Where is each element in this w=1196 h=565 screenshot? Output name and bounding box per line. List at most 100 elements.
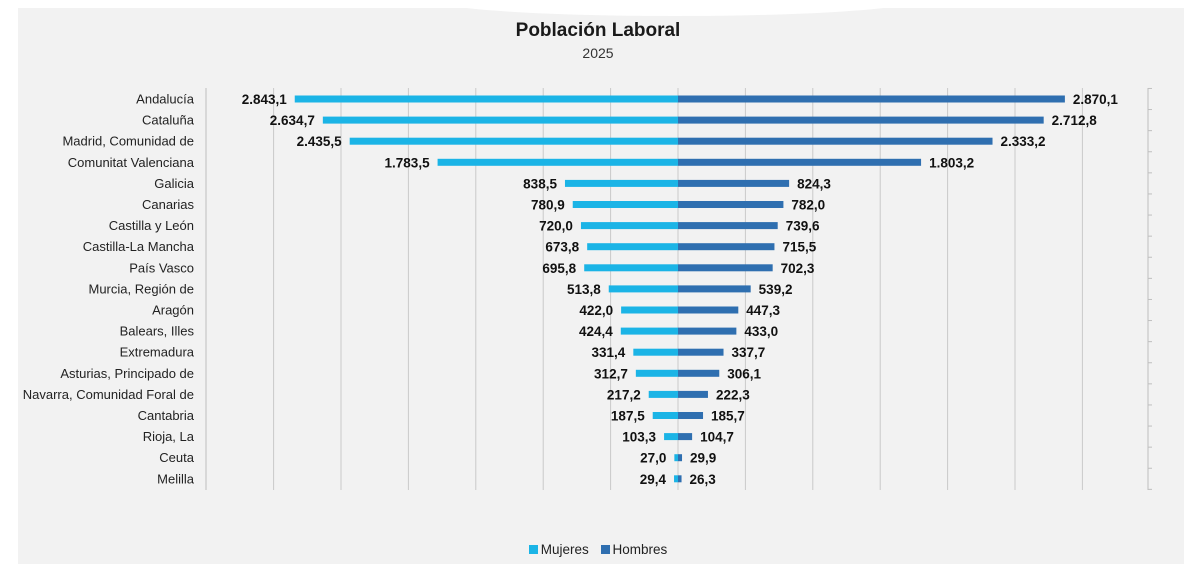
bar-hombres xyxy=(678,327,737,335)
data-label-mujeres: 217,2 xyxy=(607,387,641,402)
data-label-hombres: 104,7 xyxy=(700,430,734,445)
bar-mujeres xyxy=(322,116,678,124)
data-label-mujeres: 422,0 xyxy=(579,303,613,318)
chart-legend: Mujeres Hombres xyxy=(0,542,1196,557)
data-label-mujeres: 187,5 xyxy=(611,409,645,424)
data-label-mujeres: 312,7 xyxy=(594,366,628,381)
data-label-mujeres: 2.435,5 xyxy=(297,134,343,149)
bar-hombres xyxy=(678,390,708,398)
chart-title: Población Laboral xyxy=(515,20,681,41)
data-label-hombres: 447,3 xyxy=(746,303,780,318)
bar-mujeres xyxy=(674,475,678,483)
category-label: Asturias, Principado de xyxy=(60,366,194,381)
data-label-hombres: 715,5 xyxy=(782,240,816,255)
data-label-hombres: 2.333,2 xyxy=(1001,134,1046,149)
category-label: Canarias xyxy=(142,197,195,212)
data-label-mujeres: 780,9 xyxy=(531,198,565,213)
bar-mujeres xyxy=(652,412,678,419)
data-label-hombres: 306,1 xyxy=(727,366,761,381)
data-label-mujeres: 2.843,1 xyxy=(242,92,288,107)
legend-item-mujeres: Mujeres xyxy=(528,542,589,557)
data-label-hombres: 29,9 xyxy=(690,451,716,466)
bar-hombres xyxy=(678,116,1044,124)
category-label: Aragón xyxy=(152,303,194,318)
category-label: Castilla-La Mancha xyxy=(83,239,195,254)
bar-hombres xyxy=(678,201,784,208)
bar-hombres xyxy=(678,222,778,230)
category-label: Cantabria xyxy=(138,408,195,423)
bar-mujeres xyxy=(633,348,678,356)
data-label-mujeres: 331,4 xyxy=(592,345,626,360)
legend-swatch-hombres xyxy=(600,545,610,554)
bar-hombres xyxy=(678,369,720,377)
bar-mujeres xyxy=(621,306,678,314)
bar-hombres xyxy=(678,433,693,441)
bar-mujeres xyxy=(437,158,678,166)
decorative-arc xyxy=(440,0,910,16)
category-label: Extremadura xyxy=(120,345,195,360)
bar-mujeres xyxy=(349,137,678,145)
category-label: Madrid, Comunidad de xyxy=(62,134,194,149)
data-label-hombres: 222,3 xyxy=(716,387,750,402)
data-label-hombres: 739,6 xyxy=(786,219,820,234)
chart-subtitle: 2025 xyxy=(582,45,614,61)
data-label-mujeres: 838,5 xyxy=(523,176,557,191)
category-label: Galicia xyxy=(154,176,195,191)
data-label-mujeres: 27,0 xyxy=(640,451,666,466)
data-label-hombres: 2.870,1 xyxy=(1073,92,1119,107)
data-label-hombres: 26,3 xyxy=(690,472,717,487)
bar-hombres xyxy=(678,412,704,419)
data-label-hombres: 1.803,2 xyxy=(929,155,974,170)
data-label-mujeres: 29,4 xyxy=(640,472,667,487)
bar-mujeres xyxy=(620,327,678,335)
bar-mujeres xyxy=(635,369,678,377)
data-label-mujeres: 424,4 xyxy=(579,324,613,339)
bar-hombres xyxy=(678,179,790,187)
bar-mujeres xyxy=(584,264,678,272)
bar-hombres xyxy=(678,158,922,166)
category-label: Melilla xyxy=(157,471,195,486)
category-label: Balears, Illes xyxy=(120,324,195,339)
legend-label-mujeres: Mujeres xyxy=(540,542,589,557)
data-label-mujeres: 673,8 xyxy=(545,240,579,255)
bar-hombres xyxy=(678,475,682,483)
category-label: País Vasco xyxy=(129,260,194,275)
data-label-mujeres: 1.783,5 xyxy=(385,155,431,170)
bar-mujeres xyxy=(664,433,678,441)
bar-hombres xyxy=(678,285,751,293)
bar-mujeres xyxy=(674,454,678,462)
bar-hombres xyxy=(678,95,1065,103)
category-label: Ceuta xyxy=(159,450,194,465)
data-label-hombres: 2.712,8 xyxy=(1052,113,1098,128)
data-label-mujeres: 513,8 xyxy=(567,282,601,297)
bar-mujeres xyxy=(648,390,678,398)
legend-swatch-mujeres xyxy=(528,545,538,554)
bar-hombres xyxy=(678,454,683,462)
category-label: Rioja, La xyxy=(143,429,195,444)
bar-mujeres xyxy=(294,95,678,103)
data-label-hombres: 782,0 xyxy=(791,198,825,213)
category-label: Murcia, Región de xyxy=(89,281,195,296)
bar-mujeres xyxy=(608,285,678,293)
category-label: Cataluña xyxy=(142,113,195,128)
bar-hombres xyxy=(678,264,773,272)
bar-hombres xyxy=(678,137,993,145)
legend-label-hombres: Hombres xyxy=(612,542,668,557)
bar-mujeres xyxy=(587,243,678,251)
category-label: Castilla y León xyxy=(109,218,194,233)
data-label-hombres: 702,3 xyxy=(781,261,815,276)
bar-hombres xyxy=(678,348,724,356)
bar-mujeres xyxy=(580,222,678,230)
data-label-hombres: 433,0 xyxy=(744,324,778,339)
legend-item-hombres: Hombres xyxy=(600,542,668,557)
data-label-mujeres: 2.634,7 xyxy=(270,113,315,128)
category-label: Andalucía xyxy=(136,92,195,107)
bar-mujeres xyxy=(572,201,678,208)
data-label-hombres: 539,2 xyxy=(759,282,793,297)
bar-hombres xyxy=(678,306,739,314)
data-label-mujeres: 103,3 xyxy=(622,430,656,445)
data-label-hombres: 337,7 xyxy=(732,345,766,360)
data-label-hombres: 824,3 xyxy=(797,176,831,191)
data-label-hombres: 185,7 xyxy=(711,409,745,424)
